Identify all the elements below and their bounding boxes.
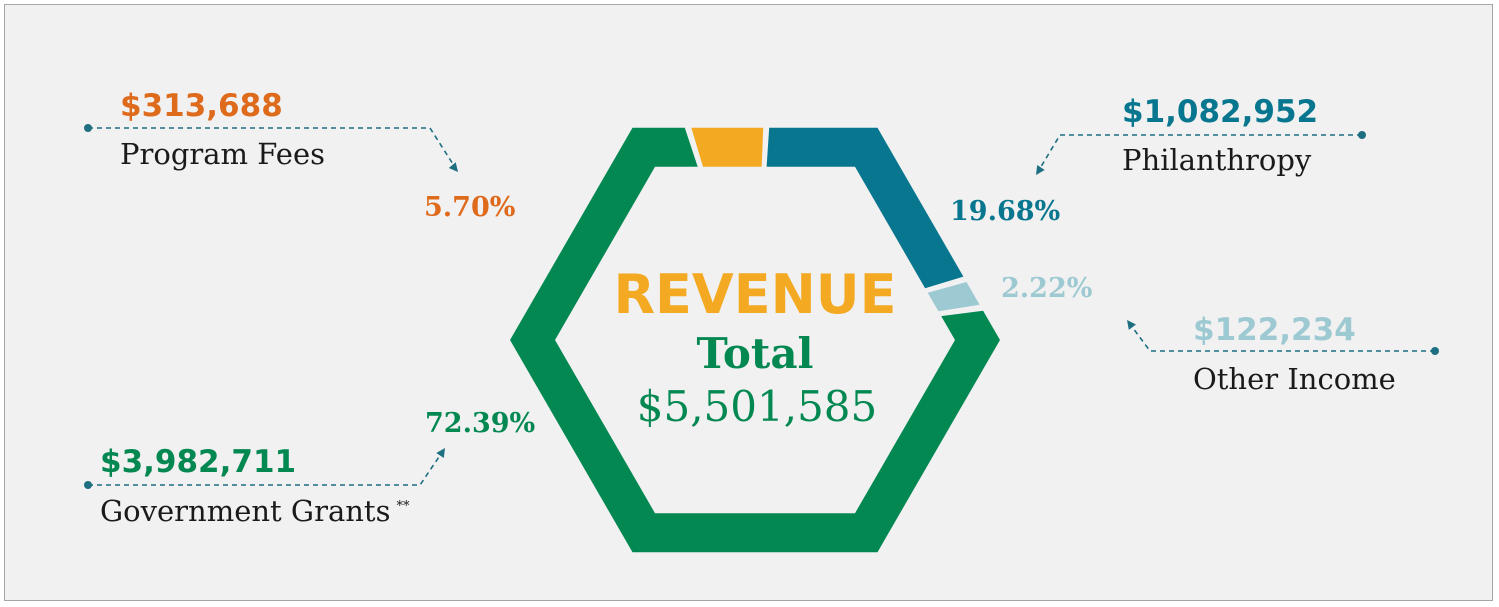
other-income-percent: 2.22%: [1001, 273, 1093, 304]
philanthropy-segment: [766, 127, 964, 289]
total-revenue-value: $5,501,585: [636, 382, 878, 431]
government-grants-name: Government Grants: [100, 494, 391, 528]
philanthropy-leader-line: [1035, 134, 1362, 176]
other-income-leader-dot: [1431, 347, 1439, 355]
government-grants-leader-arrow: [436, 448, 445, 458]
philanthropy-percent: 19.68%: [950, 196, 1061, 227]
government-grants-amount: $3,982,711: [100, 444, 297, 480]
program-fees-leader-line: [88, 127, 459, 173]
government-grants-label: Government Grants **: [100, 497, 409, 526]
government-grants-leader-dot: [84, 481, 92, 489]
philanthropy-label: Philanthropy: [1122, 143, 1312, 177]
philanthropy-amount: $1,082,952: [1122, 94, 1319, 130]
other-income-label: Other Income: [1193, 362, 1396, 396]
philanthropy-leader-dot: [1358, 131, 1366, 139]
chart-panel: [4, 4, 1493, 601]
chart-title: REVENUE: [613, 263, 897, 326]
other-income-amount: $122,234: [1193, 312, 1356, 348]
program-fees-amount: $313,688: [120, 88, 283, 124]
program-fees-leader-dot: [84, 124, 92, 132]
government-grants-leader-line: [88, 447, 446, 486]
chart-subtitle: Total: [696, 329, 814, 378]
other-income-leader-arrow: [1127, 320, 1136, 330]
program-fees-label: Program Fees: [120, 137, 326, 171]
program-fees-segment: [691, 127, 764, 167]
other-income-leader-line: [1126, 319, 1435, 352]
program-fees-leader-arrow: [448, 162, 458, 172]
government-grants-footnote: **: [396, 499, 410, 515]
program-fees-percent: 5.70%: [424, 192, 516, 223]
government-grants-percent: 72.39%: [425, 408, 536, 439]
philanthropy-leader-arrow: [1036, 165, 1045, 175]
other-income-segment: [927, 282, 980, 312]
